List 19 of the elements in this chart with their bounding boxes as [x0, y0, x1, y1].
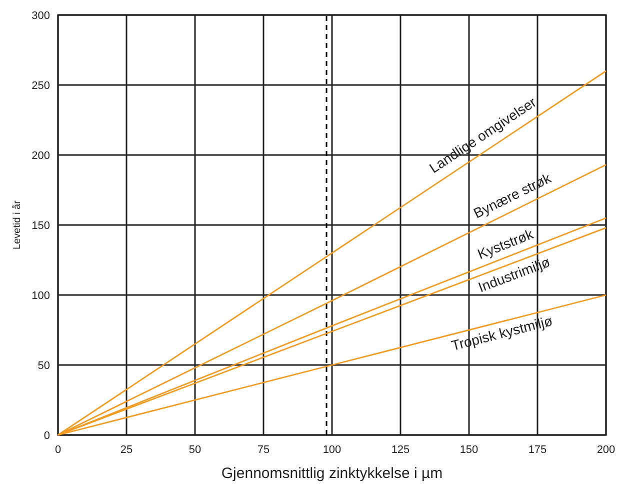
x-tick-label: 150: [460, 444, 478, 456]
x-tick-label: 200: [596, 444, 616, 456]
y-tick-label: 150: [32, 220, 50, 232]
y-tick-label: 200: [32, 150, 50, 162]
y-tick-label: 50: [38, 360, 50, 372]
x-tick-label: 75: [257, 444, 270, 456]
y-tick-label: 250: [32, 80, 50, 92]
y-axis-title: Levetid i år: [11, 200, 23, 250]
y-tick-label: 300: [32, 10, 50, 22]
x-tick-label: 100: [322, 444, 342, 456]
x-axis-title: Gjennomsnittlig zinktykkelse i µm: [221, 465, 443, 482]
y-tick-label: 0: [44, 430, 50, 442]
x-tick-label: 0: [54, 444, 62, 456]
y-tick-label: 100: [32, 290, 50, 302]
x-tick-label: 125: [391, 444, 410, 456]
x-tick-label: 25: [120, 444, 133, 456]
x-tick-label: 175: [528, 444, 547, 456]
x-tick-label: 50: [188, 444, 202, 456]
text: Tropisk kystmiljø: [450, 312, 555, 354]
